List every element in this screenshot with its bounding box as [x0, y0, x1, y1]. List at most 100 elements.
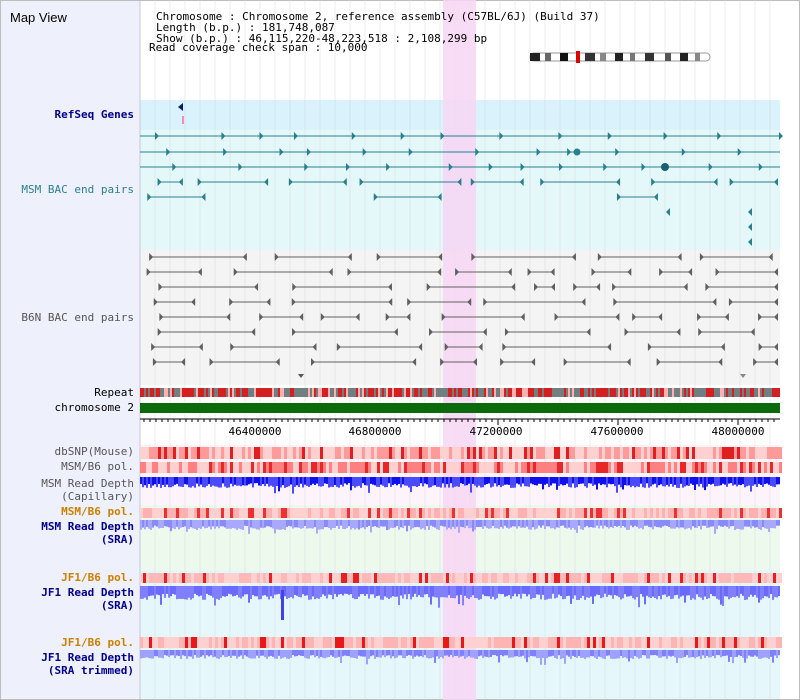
read-depth-bar: [614, 520, 616, 527]
read-depth-bar: [176, 586, 178, 600]
read-depth-bar: [380, 520, 382, 527]
read-depth-bar: [572, 520, 574, 528]
chromosome-ideogram[interactable]: [529, 51, 711, 63]
polymorphism-cell: [518, 573, 521, 583]
polymorphism-cell: [353, 462, 356, 473]
read-depth-bar: [654, 520, 656, 527]
polymorphism-cell: [347, 637, 350, 648]
read-depth-bar: [352, 586, 354, 599]
read-depth-bar: [360, 477, 362, 488]
read-depth-bar: [630, 520, 632, 526]
selection-highlight[interactable]: [443, 0, 476, 700]
polymorphism-cell: [212, 637, 215, 648]
polymorphism-cell: [476, 508, 479, 518]
polymorphism-cell: [728, 573, 731, 583]
read-depth-bar: [244, 520, 246, 526]
polymorphism-cell: [374, 462, 377, 473]
repeat-segment: [158, 388, 160, 397]
read-depth-bar: [512, 520, 514, 527]
read-depth-bar: [720, 650, 722, 658]
label-msm-bac[interactable]: MSM BAC end pairs: [21, 183, 134, 196]
read-depth-bar: [618, 586, 620, 598]
read-depth-bar: [470, 477, 472, 493]
b6n-bac-end: [181, 358, 186, 366]
polymorphism-cell: [368, 508, 371, 518]
polymorphism-cell: [527, 462, 530, 473]
polymorphism-cell: [203, 573, 206, 583]
polymorphism-cell: [419, 447, 422, 459]
read-depth-bar: [418, 477, 420, 487]
polymorphism-cell: [521, 462, 524, 473]
polymorphism-cell: [284, 508, 287, 518]
polymorphism-cell: [218, 462, 221, 473]
read-depth-bar: [478, 520, 480, 527]
polymorphism-cell: [476, 573, 479, 583]
read-depth-bar: [386, 477, 388, 488]
polymorphism-cell: [374, 508, 377, 518]
polymorphism-cell: [662, 462, 665, 473]
polymorphism-cell: [692, 508, 695, 518]
read-depth-bar: [490, 586, 492, 599]
polymorphism-cell: [164, 462, 167, 473]
read-depth-bar: [218, 650, 220, 659]
label-b6n-bac[interactable]: B6N BAC end pairs: [21, 311, 134, 324]
b6n-bac-end: [511, 283, 516, 291]
read-depth-bar: [688, 586, 690, 596]
repeat-segment: [676, 388, 678, 397]
read-depth-bar: [414, 520, 416, 528]
read-depth-bar: [216, 520, 218, 527]
polymorphism-cell: [425, 447, 428, 459]
repeat-segment: [282, 388, 284, 397]
polymorphism-cell: [527, 637, 530, 648]
polymorphism-cell: [599, 447, 602, 459]
polymorphism-cell: [758, 508, 761, 518]
repeat-segment: [536, 388, 538, 397]
read-depth-bar: [450, 650, 452, 655]
polymorphism-cell: [290, 462, 293, 473]
polymorphism-cell: [740, 508, 743, 518]
read-depth-bar: [374, 520, 376, 527]
read-depth-bar: [164, 586, 166, 598]
read-depth-bar: [736, 477, 738, 487]
polymorphism-cell: [740, 462, 743, 473]
read-depth-bar: [718, 650, 720, 656]
polymorphism-cell: [440, 462, 443, 473]
read-depth-bar: [324, 520, 326, 528]
b6n-bac-end: [441, 313, 446, 321]
polymorphism-cell: [458, 637, 461, 648]
polymorphism-cell: [389, 637, 392, 648]
read-depth-bar: [412, 520, 414, 529]
read-depth-bar: [614, 650, 616, 659]
polymorphism-cell: [557, 447, 560, 459]
read-depth-bar: [242, 520, 244, 530]
polymorphism-cell: [701, 447, 704, 459]
polymorphism-cell: [638, 462, 641, 473]
read-depth-bar: [454, 520, 456, 529]
read-depth-bar: [720, 586, 722, 605]
read-depth-bar: [218, 586, 220, 600]
read-depth-bar: [634, 586, 636, 600]
polymorphism-cell: [218, 573, 221, 583]
polymorphism-cell: [575, 447, 578, 459]
polymorphism-cell: [371, 447, 374, 459]
polymorphism-cell: [668, 573, 671, 583]
polymorphism-cell: [347, 508, 350, 518]
polymorphism-cell: [617, 637, 620, 648]
read-depth-bar: [220, 650, 222, 658]
polymorphism-cell: [368, 637, 371, 648]
read-depth-bar: [546, 477, 548, 484]
read-depth-bar: [774, 520, 776, 529]
polymorphism-cell: [437, 508, 440, 518]
read-depth-bar: [646, 520, 648, 526]
read-depth-bar: [556, 477, 558, 490]
read-depth-bar: [610, 586, 612, 596]
label-refseq[interactable]: RefSeq Genes: [55, 108, 134, 121]
read-depth-bar: [354, 477, 356, 488]
read-depth-bar: [156, 477, 158, 488]
repeat-segment: [620, 388, 622, 397]
b6n-bac-end: [230, 343, 235, 351]
read-depth-bar: [298, 650, 300, 656]
repeat-segment: [194, 388, 196, 397]
polymorphism-cell: [422, 447, 425, 459]
repeat-segment: [606, 388, 608, 397]
